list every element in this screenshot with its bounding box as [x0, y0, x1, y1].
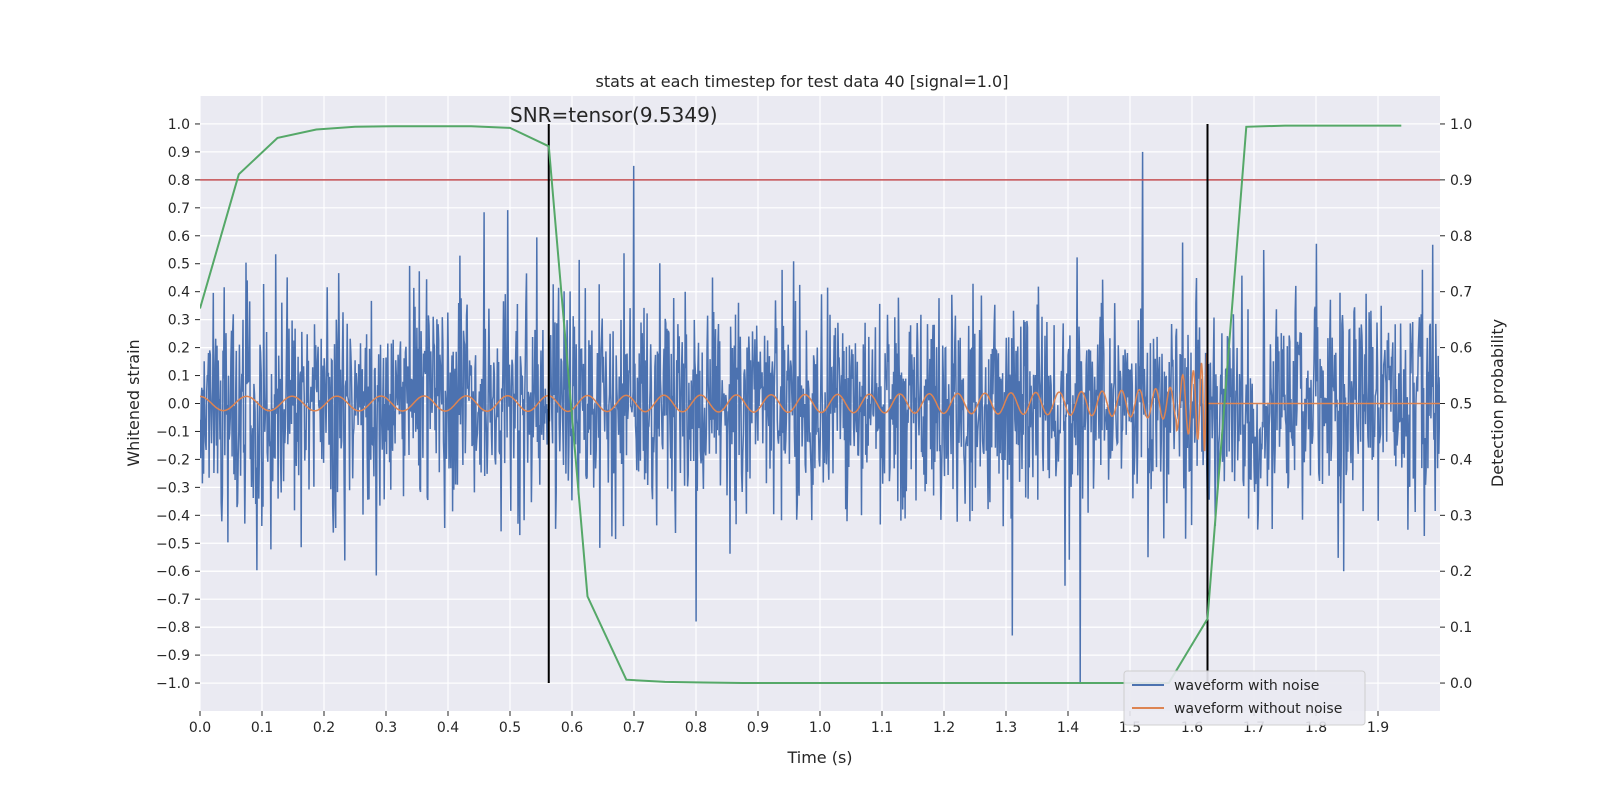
x-tick-label: 1.9	[1367, 720, 1389, 736]
legend-label-noise: waveform with noise	[1174, 678, 1319, 694]
y-tick-label: 0.7	[168, 201, 190, 217]
snr-annotation: SNR=tensor(9.5349)	[510, 103, 718, 127]
legend-box	[1123, 670, 1366, 726]
y2-tick-label: 0.7	[1450, 285, 1472, 301]
y-tick-label: −0.3	[156, 480, 190, 496]
y-axis-label: Whitened strain	[124, 339, 143, 466]
y-tick-label: −0.4	[156, 508, 190, 524]
y2-tick-label: 0.2	[1450, 564, 1472, 580]
y-tick-label: −0.5	[156, 536, 190, 552]
x-tick-label: 0.3	[375, 720, 397, 736]
right-axis-ticks: 1.0 0.9 0.8 0.7 0.6 0.5 0.4 0.3 0.2 0.1 0.0	[1440, 117, 1472, 692]
y2-tick-label: 0.5	[1450, 397, 1472, 413]
legend: waveform with noise waveform without noi…	[1123, 670, 1366, 726]
y-tick-label: −1.0	[156, 676, 190, 692]
x-tick-label: 0.8	[685, 720, 707, 736]
y-tick-label: 0.1	[168, 369, 190, 385]
x-axis-label: Time (s)	[786, 748, 852, 767]
series-waveform-without-noise	[200, 353, 1440, 452]
y-tick-label: 1.0	[168, 117, 190, 133]
x-tick-label: 1.3	[995, 720, 1017, 736]
y-tick-label: −0.2	[156, 452, 190, 468]
y-tick-label: 0.8	[168, 173, 190, 189]
y-tick-label: 0.4	[168, 285, 190, 301]
x-tick-label: 1.4	[1057, 720, 1079, 736]
x-tick-label: 0.7	[623, 720, 645, 736]
y2-tick-label: 0.9	[1450, 173, 1472, 189]
y-tick-label: −0.7	[156, 592, 190, 608]
y-tick-label: 0.2	[168, 341, 190, 357]
x-tick-label: 0.9	[747, 720, 769, 736]
chart-title: stats at each timestep for test data 40 …	[596, 72, 1009, 91]
x-tick-label: 0.5	[499, 720, 521, 736]
y2-axis-label: Detection probability	[1488, 319, 1507, 487]
plot-area	[200, 123, 1440, 684]
x-tick-label: 0.6	[561, 720, 583, 736]
x-tick-label: 0.2	[313, 720, 335, 736]
y-tick-label: −0.1	[156, 424, 190, 440]
y2-tick-label: 0.0	[1450, 676, 1472, 692]
y2-tick-label: 0.1	[1450, 620, 1472, 636]
y-tick-label: −0.8	[156, 620, 190, 636]
series-detection-probability	[200, 124, 1402, 684]
legend-label-no-noise: waveform without noise	[1174, 701, 1342, 717]
y2-tick-label: 0.3	[1450, 508, 1472, 524]
left-axis-ticks: 1.0 0.9 0.8 0.7 0.6 0.5 0.4 0.3 0.2 0.1 0.0 −0.1 −0.…	[156, 117, 200, 692]
y-tick-label: 0.0	[168, 397, 190, 413]
x-tick-label: 0.4	[437, 720, 459, 736]
y2-tick-label: 0.4	[1450, 452, 1472, 468]
y-tick-label: −0.6	[156, 564, 190, 580]
x-tick-label: 0.0	[189, 720, 211, 736]
series-waveform-with-noise	[200, 151, 1440, 684]
y-tick-label: 0.9	[168, 145, 190, 161]
y-tick-label: −0.9	[156, 648, 190, 664]
y2-tick-label: 1.0	[1450, 117, 1472, 133]
y2-tick-label: 0.6	[1450, 341, 1472, 357]
x-tick-label: 0.1	[251, 720, 273, 736]
y2-tick-label: 0.8	[1450, 229, 1472, 245]
y-tick-label: 0.5	[168, 257, 190, 273]
y-tick-label: 0.6	[168, 229, 190, 245]
y-tick-label: 0.3	[168, 313, 190, 329]
x-tick-label: 1.1	[871, 720, 893, 736]
x-tick-label: 1.0	[809, 720, 831, 736]
x-tick-label: 1.2	[933, 720, 955, 736]
